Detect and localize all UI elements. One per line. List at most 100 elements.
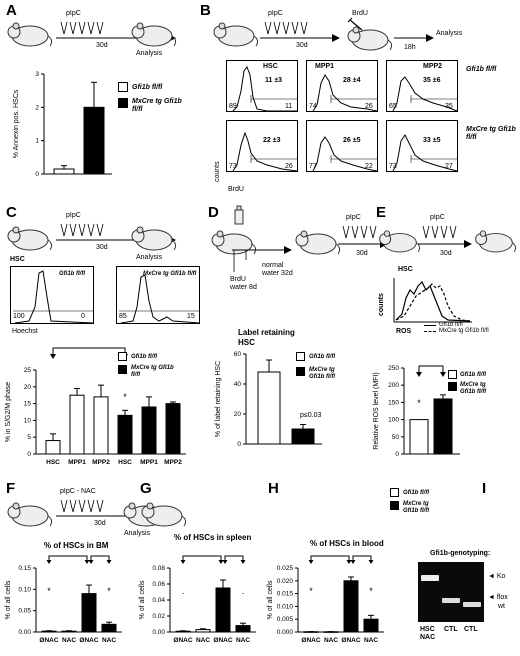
mouse-icon [213,22,259,47]
x-tick-label: HSC [118,459,132,466]
bar [165,403,181,455]
bar [61,630,77,633]
injection-arrows [422,225,457,239]
bracket-arrow [222,560,228,564]
chart-d: 0 20 40 60 % of label retaining HSC [215,351,322,448]
y-tick-label: 50 [392,434,400,441]
y-tick-label: 0.000 [277,629,294,636]
legend-label: Gfi1b fl/fl [403,489,429,496]
histogram-curve [392,134,458,172]
syringe-icon [347,17,363,31]
legend-line-dashed [424,330,436,332]
injection-arrows [60,21,104,35]
band-label: Ko [496,573,506,580]
y-tick-label: 150 [388,399,399,406]
y-axis-label: counts [214,161,221,182]
significance-bracket [182,555,222,562]
bracket-arrow [368,560,374,564]
x-tick-label: NAC [324,637,338,644]
significance-bracket [352,555,372,562]
histogram-b-mpp2-control: MPP2 35 ±6 65 35 [386,60,458,112]
bracket-arrow [46,560,52,564]
bar [81,593,97,633]
y-axis-label: % Annexin pos. HSCs [13,89,20,158]
histogram-b-hsc-mutant: 22 ±3 73 26 [226,120,298,172]
y-tick-label: 5 [27,434,31,441]
significance-star: . [242,586,245,596]
legend-label: Gfi1b fl/fl [309,353,335,360]
mouse-icon [475,230,517,253]
histogram-b-mpp2-mutant: 33 ±5 73 27 [386,120,458,172]
x-tick-label: ØNAC [213,637,232,644]
bracket-arrow [350,560,356,564]
x-axis-label: BrdU [228,186,244,193]
band-label: flox [496,594,508,601]
mean-value: 26 ±5 [343,137,361,144]
gate-right: 22 [365,163,373,170]
y-tick-label: 40 [234,381,242,388]
mouse-icon [295,230,341,255]
ros-histogram [393,278,472,323]
gate-left: 73 [389,163,397,170]
y-tick-label: 0.02 [152,613,165,620]
timeline-arrow [394,34,434,42]
analysis-label: Analysis [136,254,163,261]
y-tick-label: 250 [388,365,399,372]
significance-star: * [369,586,373,596]
row-label: MxCre tg Gfi1b fl/fl [466,126,516,142]
lane-label: HSC NAC [420,626,436,642]
y-tick-label: 0.06 [152,581,165,588]
hist-legend-e: Gfi1b fl/fl MxCre tg Gfi1b fl/fl [424,322,489,334]
y-tick-label: 200 [388,382,399,389]
bar [409,419,429,455]
x-tick-label: ØNAC [39,637,58,644]
y-tick-label: 2 [35,104,39,111]
y-axis-label: % of all cells [5,580,12,619]
legend-label: MxCre tg Gfi1b fl/fl [132,98,182,113]
duration-label: 30d [96,244,108,251]
y-tick-label: 0.020 [277,578,294,585]
bar [83,106,105,175]
mean-value: 33 ±5 [423,137,441,144]
y-tick-label: 0 [237,441,241,448]
mouse-icon [7,22,53,47]
legend-line-solid [424,324,436,326]
analysis-label: Analysis [436,30,463,37]
chart-title: % of HSCs in BM [44,541,109,550]
y-tick-label: 0.00 [18,629,31,636]
x-tick-label: NAC [62,637,76,644]
gate-right: 27 [445,163,453,170]
duration-label: 30d [96,42,108,49]
band-label-ko: ◄ Ko [488,573,505,580]
legend-swatch-control [296,352,305,361]
y-tick-label: 0.025 [277,565,294,572]
gel-band-wt [463,602,481,607]
bracket-arrow [240,560,246,564]
mouse-icon [131,22,177,47]
panel-letter-a: A [6,2,17,19]
y-tick-label: 10 [24,417,32,424]
legend-label: MxCre tg Gfi1b fl/fl [439,328,489,334]
bracket-arrow [180,560,186,564]
legend-label: MxCre tg Gfi1b fl/fl [403,501,429,514]
legend-swatch-mutant [118,365,127,374]
chart-a: 0 1 2 3 % Annexin pos. HSCs [13,71,112,178]
treatment-label: pIpC [66,10,81,17]
bar [93,396,109,455]
y-axis-label: % of all cells [267,580,274,619]
analysis-label: Analysis [136,50,163,57]
y-tick-label: 0.04 [152,597,165,604]
bar [363,618,379,633]
histogram-curve [232,65,297,112]
gate-left: 65 [389,103,397,110]
x-tick-label: HSC [46,459,60,466]
gel-band-ko [421,575,439,581]
significance-star: * [309,586,313,596]
gel-band-flox [442,598,460,603]
p-value: p≤0.03 [300,412,322,419]
gel-image [418,562,484,622]
bracket-arrow [416,372,422,377]
histogram-curve [13,270,94,324]
mouse-icon [211,230,257,255]
y-axis-label: % in S/G2/M phase [5,382,12,442]
